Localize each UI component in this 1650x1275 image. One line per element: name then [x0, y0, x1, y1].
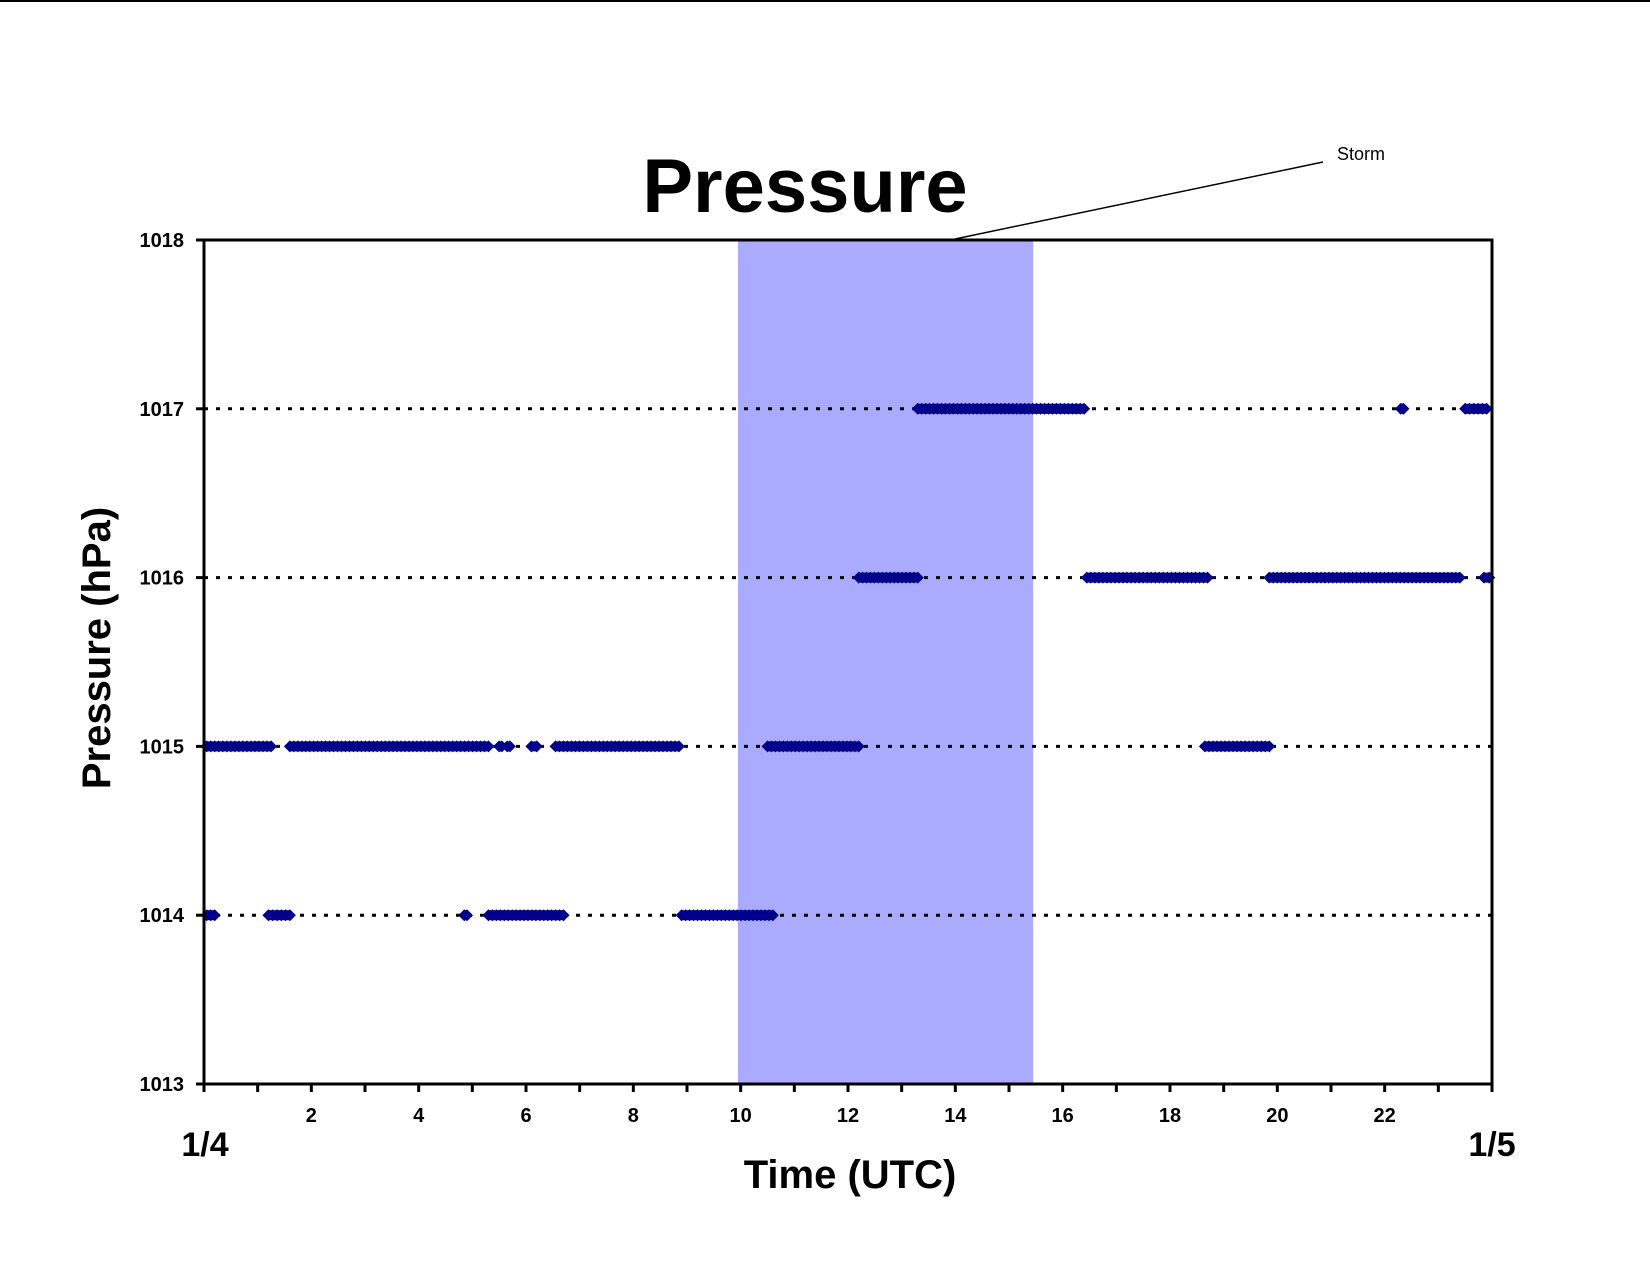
data-point [557, 909, 570, 922]
data-point [460, 909, 473, 922]
data-series-segment [852, 571, 924, 584]
x-tick-label: 8 [628, 1105, 639, 1127]
data-point [852, 740, 865, 753]
data-series-segment [283, 740, 495, 753]
data-point [1078, 402, 1091, 415]
data-series-segment [482, 909, 570, 922]
data-series-segment [525, 740, 543, 753]
data-series-segment [458, 909, 473, 922]
data-series-segment [200, 740, 278, 753]
storm-region-layer [737, 240, 1034, 1084]
data-series-segment [675, 909, 779, 922]
data-point [1263, 740, 1276, 753]
y-tick-label: 1017 [140, 399, 185, 421]
x-tick-label: 10 [730, 1105, 752, 1127]
x-tick-label: 22 [1374, 1105, 1396, 1127]
data-point [503, 740, 516, 753]
data-series-segment [1198, 740, 1276, 753]
data-point [1397, 402, 1410, 415]
data-series-segment [911, 402, 1091, 415]
y-axis-label: Pressure (hPa) [75, 507, 119, 789]
data-point [283, 909, 296, 922]
storm-annotation-label: Storm [1337, 144, 1385, 164]
data-point [911, 571, 924, 584]
data-point [1201, 571, 1214, 584]
x-tick-label: 2 [306, 1105, 317, 1127]
data-point [1480, 402, 1493, 415]
tick-labels-layer: 1013 1014 1015 1016 1017 1018 2 4 6 8 10 12 14 16 18 20… [140, 230, 1396, 1127]
start-date-label: 1/4 [181, 1126, 228, 1164]
data-series-segment [1459, 402, 1493, 415]
storm-annotation-leader-line [954, 161, 1324, 240]
y-tick-label: 1015 [140, 736, 185, 758]
x-tick-label: 14 [944, 1105, 967, 1127]
end-date-label: 1/5 [1468, 1126, 1515, 1164]
x-tick-label: 12 [837, 1105, 859, 1127]
data-series-segment [1394, 402, 1410, 415]
data-point [672, 740, 685, 753]
x-tick-label: 6 [520, 1105, 531, 1127]
y-tick-label: 1014 [140, 905, 185, 927]
data-points-layer [200, 402, 1496, 922]
chart-title: Pressure [642, 144, 967, 229]
data-point [208, 909, 221, 922]
x-tick-label: 16 [1052, 1105, 1074, 1127]
data-series-segment [1080, 571, 1214, 584]
x-tick-label: 4 [413, 1105, 425, 1127]
x-axis-label: Time (UTC) [744, 1153, 957, 1197]
data-series-segment [1263, 571, 1466, 584]
data-series-segment [501, 740, 516, 753]
axes-layer [196, 238, 1494, 1092]
data-point [1453, 571, 1466, 584]
data-series-segment [262, 909, 296, 922]
data-point [766, 909, 779, 922]
data-point [482, 740, 495, 753]
x-tick-label: 18 [1159, 1105, 1181, 1127]
data-point [265, 740, 278, 753]
data-series-segment [549, 740, 685, 753]
y-tick-label: 1018 [140, 230, 185, 252]
data-point [530, 740, 543, 753]
top-border-line [0, 0, 1650, 2]
y-tick-label: 1013 [140, 1074, 185, 1096]
y-tick-label: 1016 [140, 568, 185, 590]
storm-shaded-region [737, 240, 1034, 1084]
data-series-segment [761, 740, 865, 753]
x-tick-label: 20 [1266, 1105, 1288, 1127]
